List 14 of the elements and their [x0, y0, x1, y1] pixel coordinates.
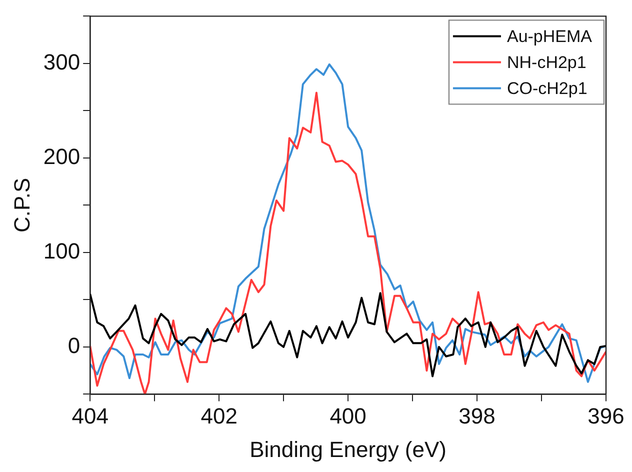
y-tick-label: 100 — [43, 238, 80, 264]
y-tick-label: 0 — [68, 333, 80, 358]
y-tick-label: 200 — [43, 144, 80, 170]
x-tick-label: 398 — [458, 403, 496, 428]
y-tick-label: 300 — [43, 50, 80, 75]
legend-label: CO-cH2p1 — [506, 78, 588, 98]
x-axis-title: Binding Energy (eV) — [250, 436, 446, 462]
legend-label: Au-pHEMA — [506, 26, 593, 46]
x-tick-label: 400 — [330, 403, 366, 428]
x-tick-label: 396 — [588, 403, 624, 428]
legend-label: NH-cH2p1 — [506, 52, 586, 72]
x-tick-label: 402 — [200, 403, 238, 428]
y-axis-title: C.P.S — [9, 178, 34, 233]
x-tick-label: 404 — [72, 403, 108, 428]
